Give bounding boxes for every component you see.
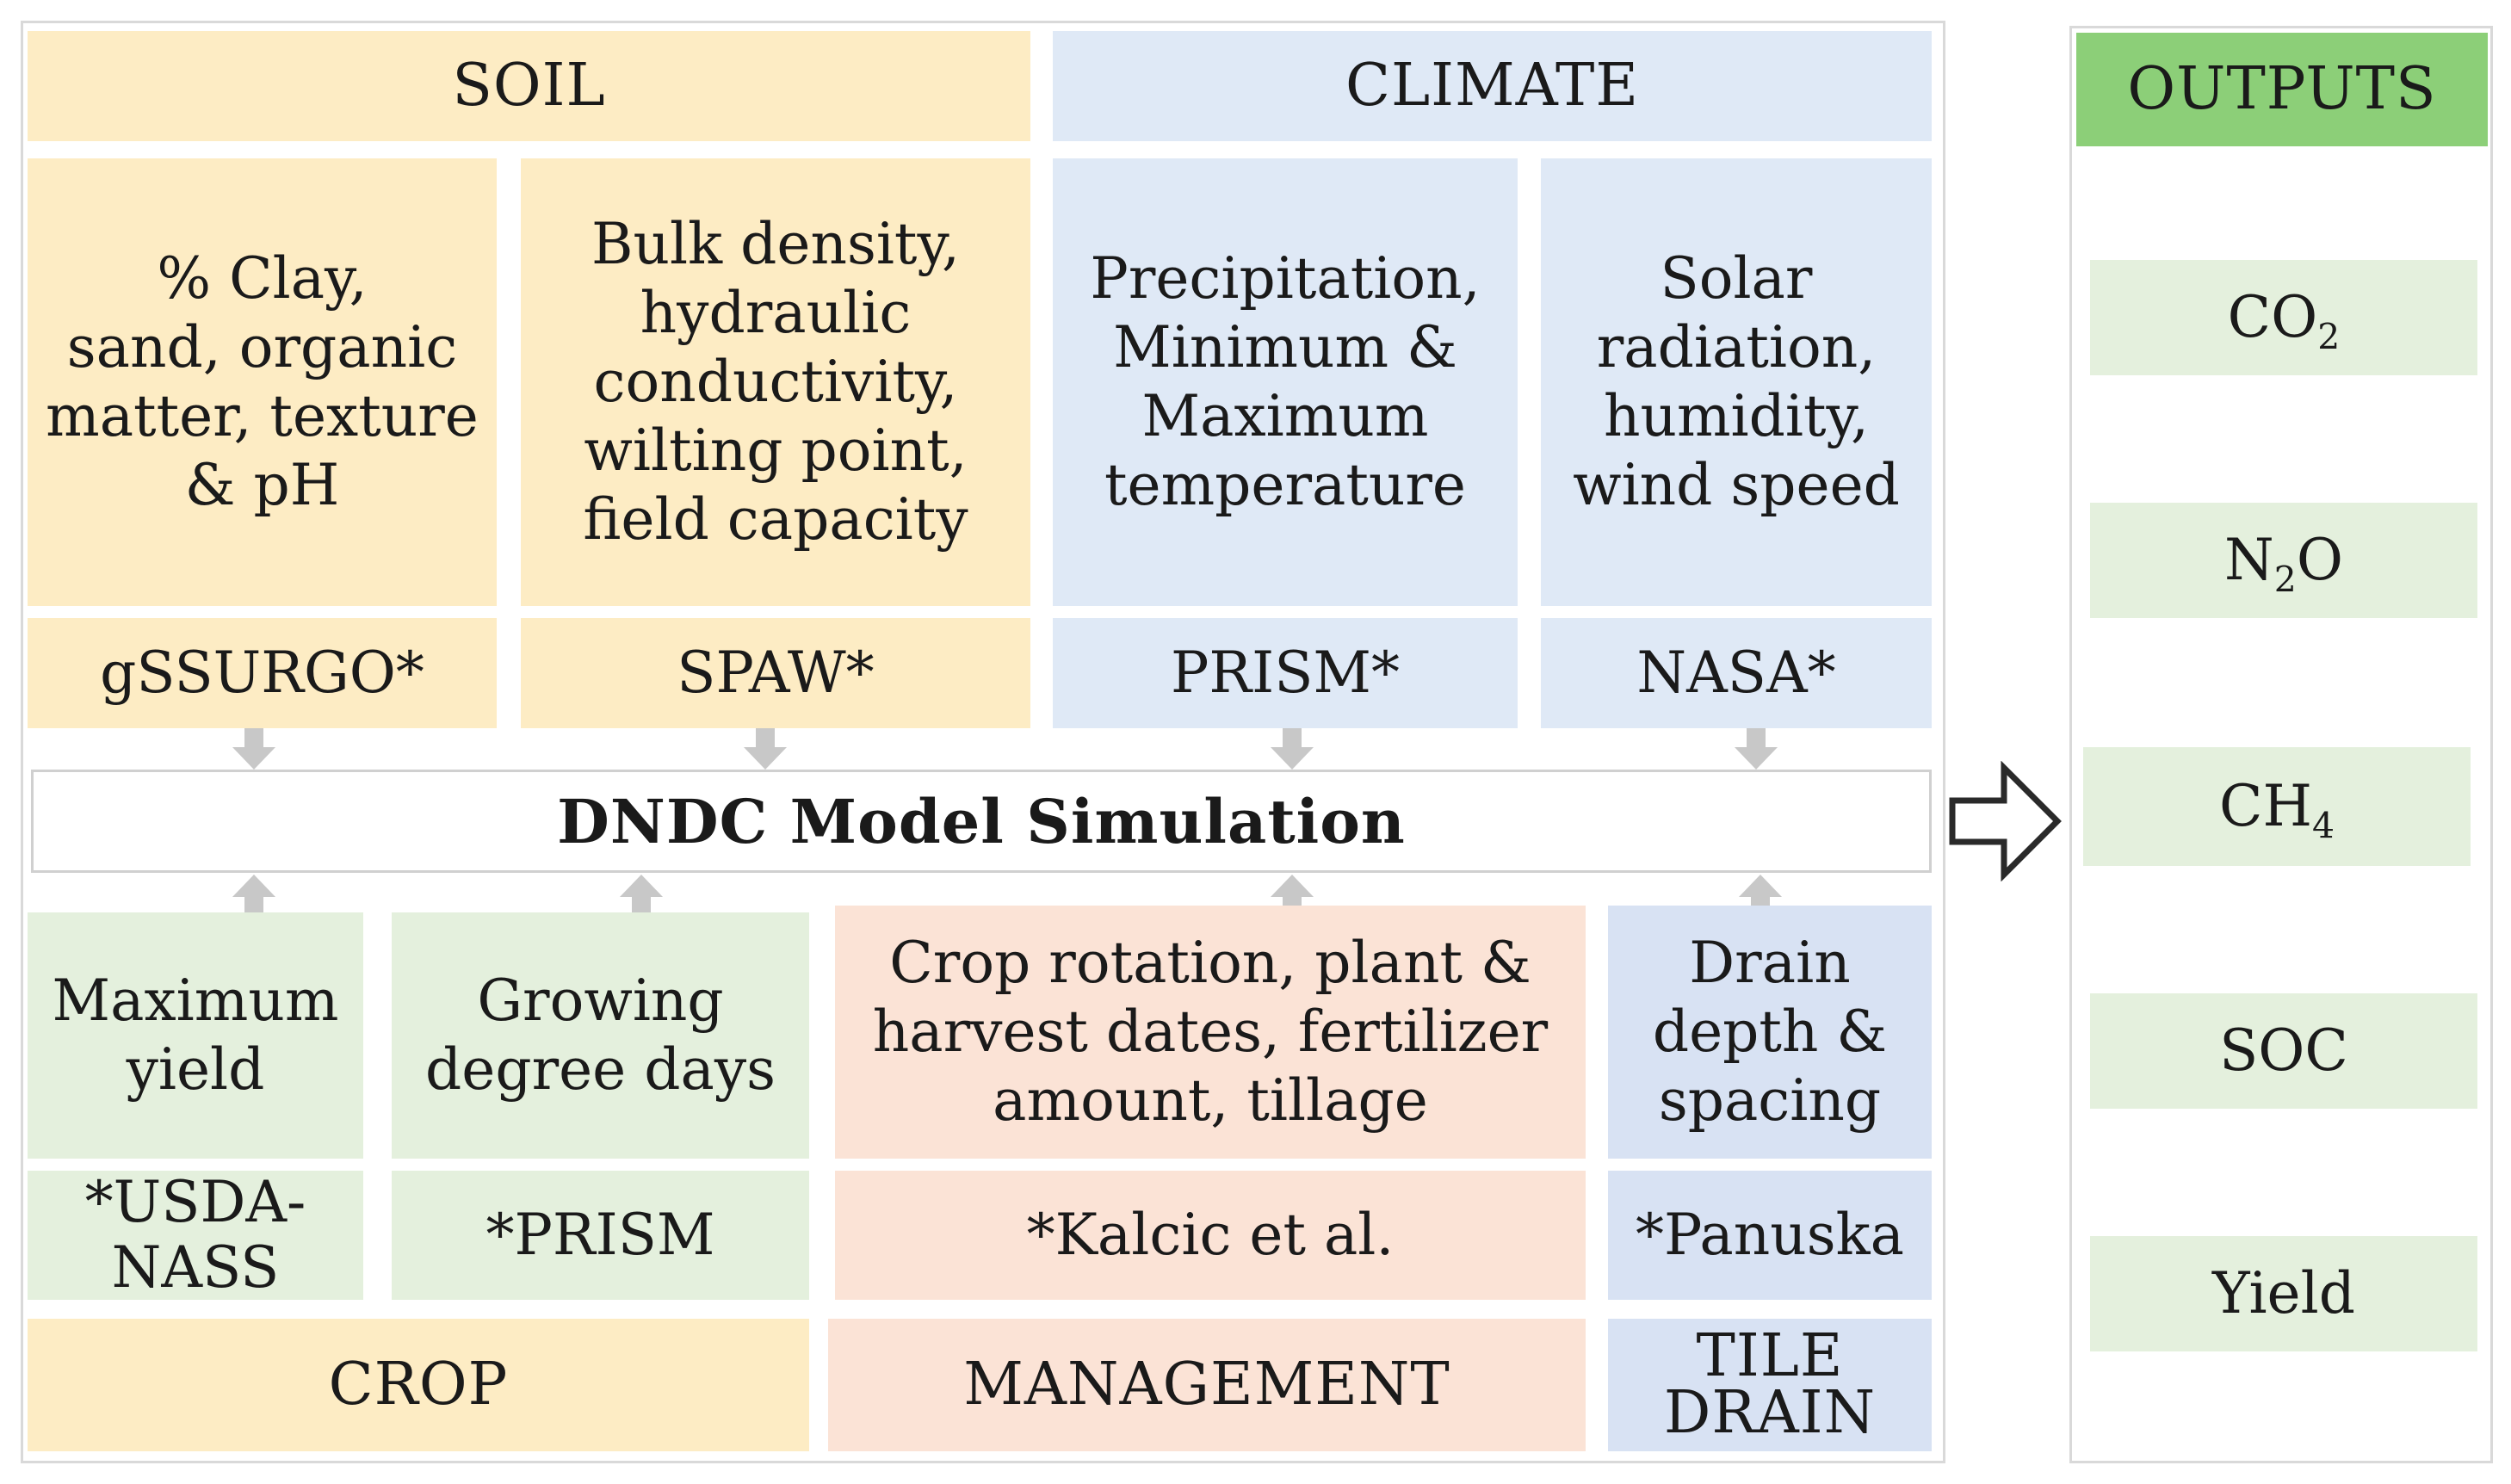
crop-header: CROP [28, 1319, 809, 1451]
arrow-up-3 [1271, 875, 1314, 916]
soil-properties-1: % Clay, sand, organic matter, texture & … [28, 158, 497, 606]
output-n2o: N2O [2090, 503, 2477, 618]
crop-properties-1: Maximum yield [28, 912, 363, 1159]
output-co2: CO2 [2090, 260, 2477, 375]
tile-drain-properties: Drain depth & spacing [1608, 906, 1932, 1159]
crop-properties-2: Growing degree days [392, 912, 809, 1159]
arrow-up-1 [232, 875, 275, 916]
management-source-kalcic: *Kalcic et al. [835, 1171, 1586, 1300]
connector-arrows-top [232, 728, 1778, 770]
dndc-model-simulation: DNDC Model Simulation [31, 770, 1932, 873]
output-soc: SOC [2090, 993, 2477, 1109]
crop-source-prism: *PRISM [392, 1171, 809, 1300]
climate-source-prism: PRISM* [1053, 618, 1518, 728]
arrow-up-4 [1739, 875, 1782, 916]
soil-source-gssurgo: gSSURGO* [28, 618, 497, 728]
climate-header: CLIMATE [1053, 31, 1932, 141]
outputs-arrow-icon [1949, 761, 2062, 881]
soil-properties-2: Bulk density, hydraulic conductivity, wi… [521, 158, 1030, 606]
tile-drain-header: TILE DRAIN [1608, 1319, 1932, 1451]
crop-source-usda-nass: *USDA- NASS [28, 1170, 363, 1301]
soil-header: SOIL [28, 31, 1030, 141]
climate-source-nasa: NASA* [1541, 618, 1932, 728]
soil-source-spaw: SPAW* [521, 618, 1030, 728]
outputs-header: OUTPUTS [2076, 33, 2488, 146]
output-yield: Yield [2090, 1236, 2477, 1351]
arrow-down-2 [744, 728, 787, 770]
arrow-down-3 [1271, 728, 1314, 770]
arrow-down-4 [1735, 728, 1778, 770]
management-properties: Crop rotation, plant & harvest dates, fe… [835, 906, 1586, 1159]
tile-drain-source-panuska: *Panuska [1608, 1171, 1932, 1300]
management-header: MANAGEMENT [828, 1319, 1586, 1451]
climate-properties-1: Precipitation, Minimum & Maximum tempera… [1053, 158, 1518, 606]
arrow-up-2 [620, 875, 663, 916]
arrow-down-1 [232, 728, 275, 770]
connector-arrows-bottom [232, 875, 1782, 916]
climate-properties-2: Solar radiation, humidity, wind speed [1541, 158, 1932, 606]
output-ch4: CH4 [2083, 747, 2471, 866]
